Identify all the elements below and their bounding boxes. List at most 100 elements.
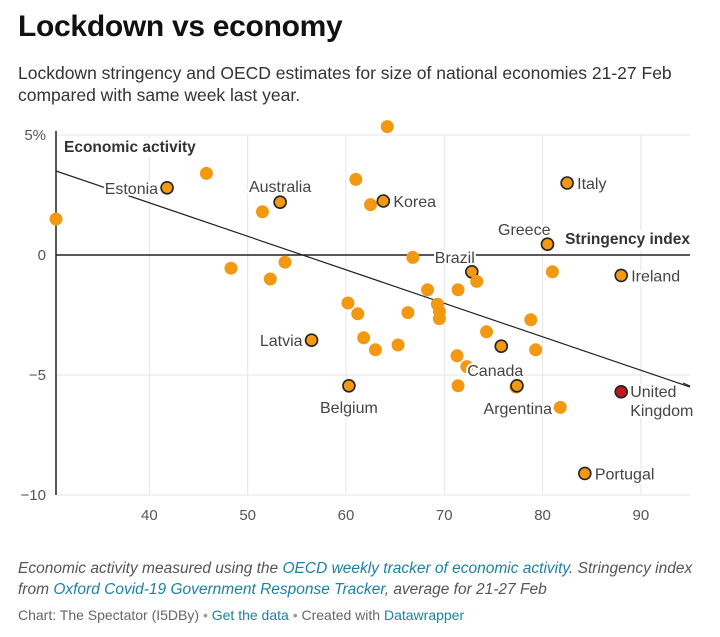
data-point [553,400,567,414]
data-point [614,384,628,399]
data-point [560,176,574,190]
data-label: Kingdom [630,403,693,420]
data-point [349,172,363,186]
scatter-chart: 40 50 60 70 80 90 5% 0 −5 −10 Economic activity Str… [21,120,695,524]
data-point [341,296,355,310]
data-label: Brazil [435,250,475,267]
data-point [255,205,269,219]
oxford-tracker-link[interactable]: Oxford Covid-19 Government Response Trac… [53,581,385,598]
created-with-text: Created with [301,607,384,623]
data-label-halo: Kingdom [630,403,693,420]
data-point [376,194,391,208]
data-label-halo: Belgium [320,400,378,417]
data-point [357,331,371,345]
data-point [451,283,465,297]
data-label: Belgium [320,400,378,417]
data-point [510,378,524,393]
data-point [524,313,538,327]
trend-line [55,170,691,388]
data-point [421,283,435,297]
data-label: Italy [577,176,606,193]
x-tick-label: 90 [633,507,650,524]
data-label: Estonia [105,181,158,198]
data-point [364,198,378,212]
data-point [199,166,213,180]
data-label: Ireland [631,268,680,285]
notes-text-3: , average for 21-27 Feb [384,581,547,598]
x-tick-label: 40 [141,507,158,524]
data-label-halo: United [630,384,676,401]
data-label-halo: Italy [577,176,606,193]
x-tick-label: 70 [436,507,453,524]
data-label-halo: Greece [498,222,551,239]
data-label: Latvia [260,333,303,350]
data-label-halo: Latvia [260,333,303,350]
data-label: Canada [467,363,523,380]
data-point [351,307,365,321]
data-label-halo: Argentina [484,401,553,418]
footer-separator: • [292,607,298,623]
data-label-halo: Estonia [105,181,158,198]
data-point [406,250,420,264]
data-label-halo: Korea [393,194,436,211]
data-point [450,349,464,363]
data-label-halo: Australia [249,179,311,196]
y-axis-title: Economic activity [64,139,196,156]
trend-line-end [682,382,691,387]
data-label-halo: Ireland [631,268,680,285]
data-point [342,378,356,393]
chart-credit: Chart: The Spectator (I5DBy) [18,607,200,623]
data-point [460,360,474,374]
y-tick-label: −10 [21,487,46,504]
data-point [263,272,277,286]
get-data-link[interactable]: Get the data [211,607,289,623]
chart-notes: Economic activity measured using the OEC… [18,558,708,600]
data-point [451,379,465,393]
data-label-halo: Canada [467,363,523,380]
data-point [614,268,628,283]
data-point [391,338,405,352]
data-point [540,237,555,251]
x-axis-title-backdrop [561,230,695,250]
data-point [480,325,494,339]
data-label: United [630,384,676,401]
x-axis-title: Stringency index [565,231,690,248]
data-point [494,339,509,354]
data-point [224,261,238,275]
data-point [401,306,415,320]
data-point [160,181,174,195]
data-point [380,120,394,134]
chart-title: Lockdown vs economy [18,10,343,43]
data-point [273,195,287,209]
y-axis-title-backdrop [61,138,200,157]
data-point [545,265,559,279]
oecd-tracker-link[interactable]: OECD weekly tracker of economic activity [282,560,570,577]
x-tick-label: 50 [239,507,256,524]
data-point [432,312,446,326]
y-tick-label: 5% [24,127,46,144]
data-label-halo: Brazil [435,250,475,267]
chart-subtitle: Lockdown stringency and OECD estimates f… [18,63,672,105]
footer: Chart: The Spectator (I5DBy) • Get the d… [18,607,464,623]
data-point [578,466,592,481]
y-tick-label: 0 [38,247,46,264]
data-label: Portugal [595,466,655,483]
data-label: Argentina [484,401,553,418]
notes-text-2: . Stringency index from [18,560,693,598]
footer-separator: • [202,607,208,623]
notes-text-1: Economic activity measured using the [18,560,283,577]
data-point [49,212,63,226]
data-label: Korea [393,194,436,211]
y-tick-label: −5 [29,367,46,384]
x-tick-label: 80 [534,507,551,524]
data-point [470,274,484,288]
x-tick-label: 60 [338,507,355,524]
data-label-halo: Portugal [595,466,655,483]
datawrapper-link[interactable]: Datawrapper [383,607,465,623]
data-point [278,255,292,269]
data-point [529,343,543,357]
data-label: Australia [249,179,311,196]
data-point [304,333,319,348]
data-point [368,343,382,357]
data-label: Greece [498,222,551,239]
